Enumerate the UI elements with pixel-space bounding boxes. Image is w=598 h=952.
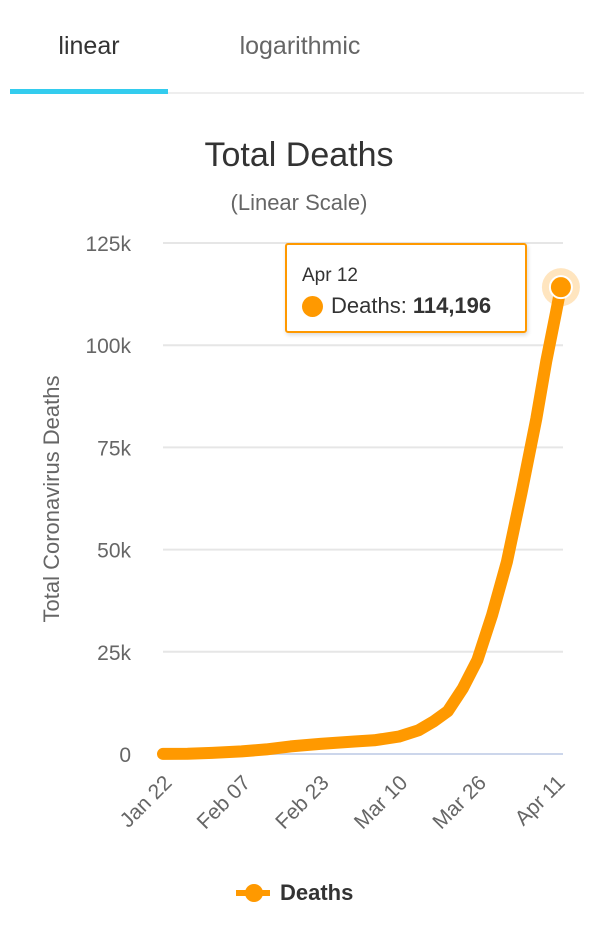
hovered-data-point [548,275,573,300]
series-line-deaths [157,281,567,760]
legend-symbol [236,884,270,902]
tooltip-date: Apr 12 [302,265,358,286]
legend-item-deaths[interactable]: Deaths [236,878,353,908]
chart-title: Total Deaths [204,136,394,174]
y-tick-label: 100k [85,335,131,358]
x-tick-label: Mar 26 [428,771,490,833]
tooltip: Apr 12 Deaths: 114,196 [285,243,527,333]
legend-label: Deaths [280,880,354,905]
tooltip-row: Deaths: 114,196 [302,293,491,319]
tab-logarithmic[interactable]: logarithmic [239,31,361,60]
y-tick-label: 25k [97,642,131,665]
tab-bar: linear logarithmic [10,0,584,94]
y-tick-label: 75k [97,437,131,460]
active-tab-indicator [10,89,168,94]
x-tick-label: Apr 11 [511,771,570,830]
tooltip-label: Deaths: [331,293,407,318]
x-tick-label: Feb 23 [271,771,334,834]
y-tick-label: 125k [85,233,131,256]
y-tick-label: 0 [119,744,131,767]
y-axis-title: Total Coronavirus Deaths [39,375,64,622]
x-tick-label: Feb 07 [193,771,256,834]
x-tick-label: Jan 22 [116,771,177,832]
chart-subtitle: (Linear Scale) [230,190,368,215]
y-tick-label: 50k [97,540,131,563]
tooltip-value: 114,196 [412,293,492,318]
tab-linear[interactable]: linear [58,31,120,60]
tooltip-series-dot [302,295,323,317]
x-tick-label: Mar 10 [350,771,412,833]
